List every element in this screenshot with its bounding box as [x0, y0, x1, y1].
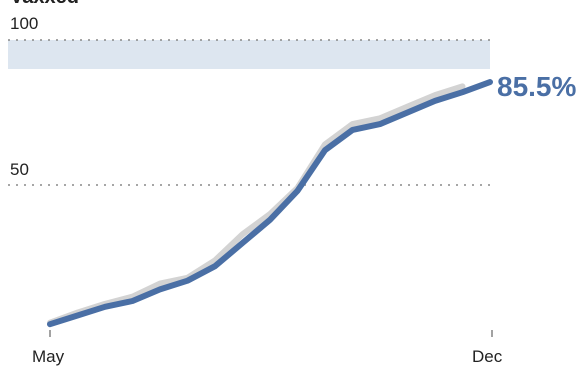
x-tick-label-may: May — [32, 347, 65, 366]
main-series-line — [47, 79, 493, 328]
target-band — [8, 40, 490, 69]
x-tick-label-dec: Dec — [472, 347, 503, 366]
end-value-label: 85.5% — [497, 71, 576, 102]
comparison-series-line — [47, 83, 466, 326]
y-tick-label-100: 100 — [10, 14, 38, 33]
chart-title: Vaxxed — [10, 0, 79, 8]
y-tick-label-50: 50 — [10, 160, 29, 179]
